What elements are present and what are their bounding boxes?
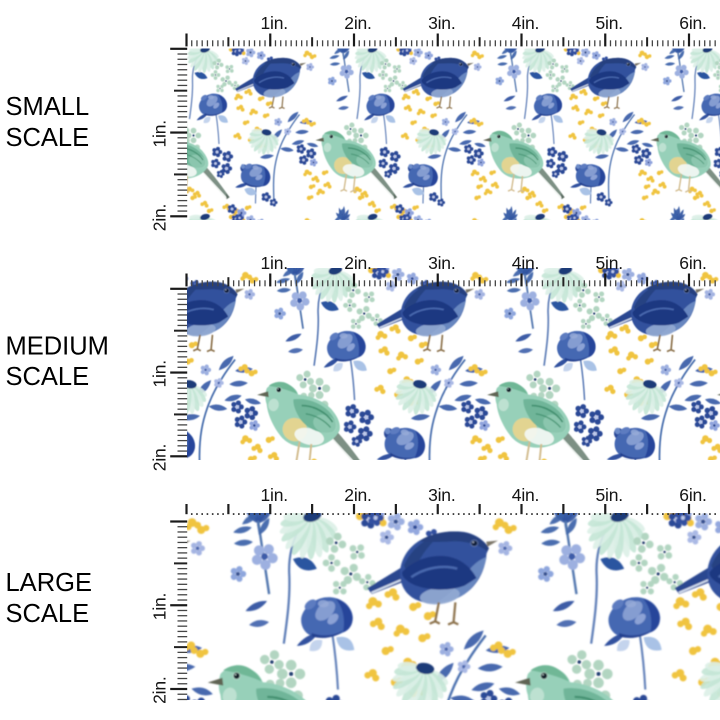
svg-text:5in.: 5in. (595, 13, 622, 33)
svg-text:4in.: 4in. (512, 13, 539, 33)
svg-text:LARGE: LARGE (6, 569, 92, 597)
svg-text:2in.: 2in. (150, 676, 170, 703)
svg-text:2in.: 2in. (150, 444, 170, 471)
svg-text:6in.: 6in. (679, 253, 706, 273)
svg-text:SMALL: SMALL (6, 93, 90, 121)
svg-text:1in.: 1in. (260, 253, 287, 273)
svg-text:MEDIUM: MEDIUM (6, 333, 109, 361)
svg-text:SCALE: SCALE (6, 124, 90, 152)
svg-text:1in.: 1in. (260, 13, 287, 33)
svg-text:3in.: 3in. (428, 485, 455, 505)
svg-text:1in.: 1in. (260, 485, 287, 505)
svg-text:2in.: 2in. (150, 204, 170, 231)
svg-text:1in.: 1in. (150, 593, 170, 620)
svg-text:SCALE: SCALE (6, 363, 90, 391)
svg-text:4in.: 4in. (512, 253, 539, 273)
svg-text:4in.: 4in. (512, 485, 539, 505)
svg-text:5in.: 5in. (595, 253, 622, 273)
svg-text:3in.: 3in. (428, 13, 455, 33)
svg-text:6in.: 6in. (679, 13, 706, 33)
svg-text:1in.: 1in. (150, 120, 170, 147)
svg-text:SCALE: SCALE (6, 600, 90, 628)
svg-text:5in.: 5in. (595, 485, 622, 505)
svg-text:6in.: 6in. (679, 485, 706, 505)
svg-text:2in.: 2in. (344, 485, 371, 505)
svg-text:3in.: 3in. (428, 253, 455, 273)
svg-text:2in.: 2in. (344, 253, 371, 273)
svg-text:2in.: 2in. (344, 13, 371, 33)
svg-text:1in.: 1in. (150, 360, 170, 387)
